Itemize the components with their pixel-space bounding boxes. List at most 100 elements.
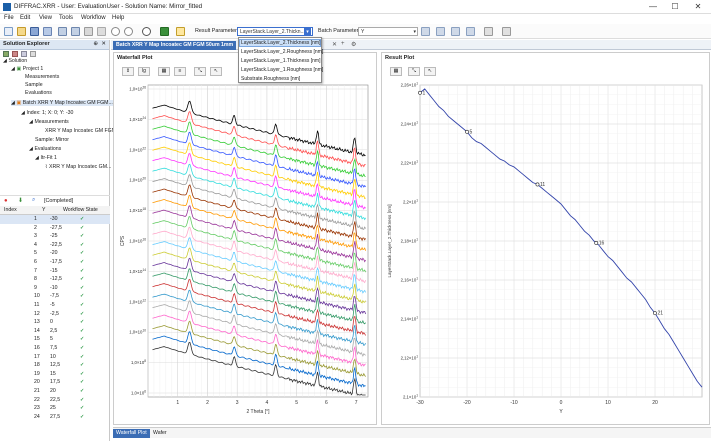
data-point-marker[interactable] (465, 129, 469, 134)
tree-item-evaluations[interactable]: ◢ Evaluations (29, 146, 61, 152)
run-icon[interactable] (160, 27, 169, 36)
help-icon[interactable] (502, 27, 511, 36)
table-row[interactable]: 11 -5 ✓ (0, 301, 110, 310)
report-icon[interactable] (176, 27, 185, 36)
table-row[interactable]: 1 -30 ✓ (0, 215, 110, 224)
data-point-marker[interactable] (535, 182, 540, 187)
menu-workflow[interactable]: Workflow (81, 15, 106, 21)
table-row[interactable]: 22 22,5 ✓ (0, 396, 110, 405)
column-header-y[interactable]: Y (42, 207, 46, 213)
series-line[interactable] (152, 310, 366, 367)
series-line[interactable] (152, 289, 366, 347)
series-line[interactable] (152, 194, 366, 251)
new-file-icon[interactable] (4, 27, 13, 36)
batch-parameter-combo[interactable]: Y ▾ (358, 27, 418, 36)
maximize-button[interactable]: ☐ (671, 2, 679, 11)
series-line[interactable] (152, 247, 366, 304)
data-point-marker[interactable] (653, 311, 657, 316)
dropdown-option[interactable]: LayerStack.Layer_1.Roughness [nm] (241, 67, 324, 73)
table-row[interactable]: 14 2,5 ✓ (0, 327, 110, 336)
import-icon[interactable] (58, 27, 67, 36)
grid-toggle-icon[interactable]: ▦ (158, 67, 170, 76)
settings-icon[interactable]: ⚙ (351, 42, 357, 48)
add-icon[interactable] (3, 51, 9, 57)
tree-item-project[interactable]: ◢ ▣ Project 1 (11, 66, 43, 72)
series-line[interactable] (152, 121, 366, 178)
save-icon[interactable] (30, 27, 39, 36)
expand-icon[interactable]: ◢ (29, 146, 35, 152)
minimize-button[interactable]: — (649, 2, 657, 11)
export-icon[interactable] (71, 27, 80, 36)
table-row[interactable]: 4 -22,5 ✓ (0, 241, 110, 250)
series-line[interactable] (152, 331, 366, 388)
cursor-icon[interactable]: ↖ (424, 67, 436, 76)
menu-edit[interactable]: Edit (20, 15, 31, 21)
tab-wafer[interactable]: Wafer (153, 430, 167, 436)
stop-icon[interactable]: ● (4, 198, 8, 204)
series-line[interactable] (152, 279, 366, 336)
series-line[interactable] (152, 100, 366, 157)
tree-item-solution[interactable]: ◢ Solution (3, 58, 27, 64)
tools-icon[interactable] (484, 27, 493, 36)
table-row[interactable]: 13 0 ✓ (0, 318, 110, 327)
search-icon[interactable]: ⌕ (32, 197, 36, 203)
table-row[interactable]: 10 -7,5 ✓ (0, 292, 110, 301)
series-line[interactable] (152, 320, 366, 377)
series-line[interactable] (152, 174, 366, 230)
batch-icon[interactable] (421, 27, 430, 36)
result-parameter-combo[interactable]: LayerStack.Layer_2.Thickn... ▾ (237, 27, 313, 36)
tree-item-evaluations[interactable]: Evaluations (25, 90, 52, 96)
series-line[interactable] (152, 268, 366, 325)
menu-file[interactable]: File (4, 15, 14, 21)
print-icon[interactable] (84, 27, 93, 36)
series-line[interactable] (152, 184, 366, 242)
series-line[interactable] (152, 205, 366, 263)
tab-close-icon[interactable]: ✕ (332, 42, 338, 48)
table-row[interactable]: 8 -12,5 ✓ (0, 275, 110, 284)
menu-tools[interactable]: Tools (59, 15, 74, 21)
tab-batch-document[interactable]: Batch XRR Y Map Incoatec GM FGM 50um 1mm (113, 41, 237, 50)
pin-icon[interactable]: ⊕ (93, 41, 98, 47)
series-line[interactable] (152, 153, 366, 210)
table-row[interactable]: 16 7,5 ✓ (0, 344, 110, 353)
tree-item-sample[interactable]: Sample: Mirror (35, 137, 70, 143)
tree-item-measurement-file[interactable]: XRR Y Map Incoatec GM FGM... (45, 128, 121, 134)
tree-item-evaluation-file[interactable]: ⌇ XRR Y Map Incoatec GM... (45, 164, 111, 170)
table-row[interactable]: 12 -2,5 ✓ (0, 310, 110, 319)
series-line[interactable] (152, 142, 366, 200)
series-line[interactable] (152, 237, 366, 294)
chevron-down-icon[interactable]: ▾ (304, 28, 311, 36)
open-folder-icon[interactable] (17, 27, 26, 36)
table-row[interactable]: 9 -10 ✓ (0, 284, 110, 293)
table-row[interactable]: 20 17,5 ✓ (0, 378, 110, 387)
tree-item-index[interactable]: ◢ Index: 1; X: 0; Y: -30 (21, 110, 73, 116)
table-row[interactable]: 15 5 ✓ (0, 335, 110, 344)
save-all-icon[interactable] (43, 27, 52, 36)
result-plot[interactable]: 2,26×101 2,24×101 2,22×101 2,2×101 2,18×101 2… (382, 79, 711, 424)
series-line[interactable] (152, 131, 366, 189)
table-row[interactable]: 17 10 ✓ (0, 353, 110, 362)
series-line[interactable] (152, 300, 366, 357)
menu-view[interactable]: View (39, 15, 52, 21)
series-line[interactable] (152, 111, 366, 168)
log-scale-icon[interactable]: lg (138, 67, 150, 76)
series-line[interactable] (152, 216, 366, 273)
close-button[interactable]: ✕ (694, 2, 702, 11)
tree-item-measurements[interactable]: ◢ Measurements (29, 119, 69, 125)
expand-icon[interactable]: ◢ (11, 66, 17, 72)
expand-icon[interactable]: ◢ (21, 110, 27, 116)
zoom-icon[interactable]: ⤡ (194, 67, 206, 76)
collapse-icon[interactable] (21, 51, 27, 57)
data-point-marker[interactable] (594, 241, 599, 245)
tab-waterfall-plot[interactable]: Waterfall Plot (113, 429, 150, 438)
series-line[interactable] (152, 226, 366, 284)
tree-item-measurements[interactable]: Measurements (25, 74, 60, 80)
download-icon[interactable]: ⬇ (18, 198, 24, 204)
expand-icon[interactable]: ◢ (3, 58, 9, 64)
grid-toggle-icon[interactable]: ▦ (390, 67, 402, 76)
dropdown-option[interactable]: LayerStack.Layer_1.Thickness [nm] (241, 58, 321, 64)
autoscale-y-icon[interactable]: ⇕ (122, 67, 134, 76)
table-row[interactable]: 24 27,5 ✓ (0, 413, 110, 422)
waterfall-plot[interactable]: 1,0×1026 1,0×1024 1,0×1022 1,0×1020 1,0×1018… (114, 79, 378, 424)
dropdown-option[interactable]: Substrate.Roughness [nm] (241, 76, 301, 82)
